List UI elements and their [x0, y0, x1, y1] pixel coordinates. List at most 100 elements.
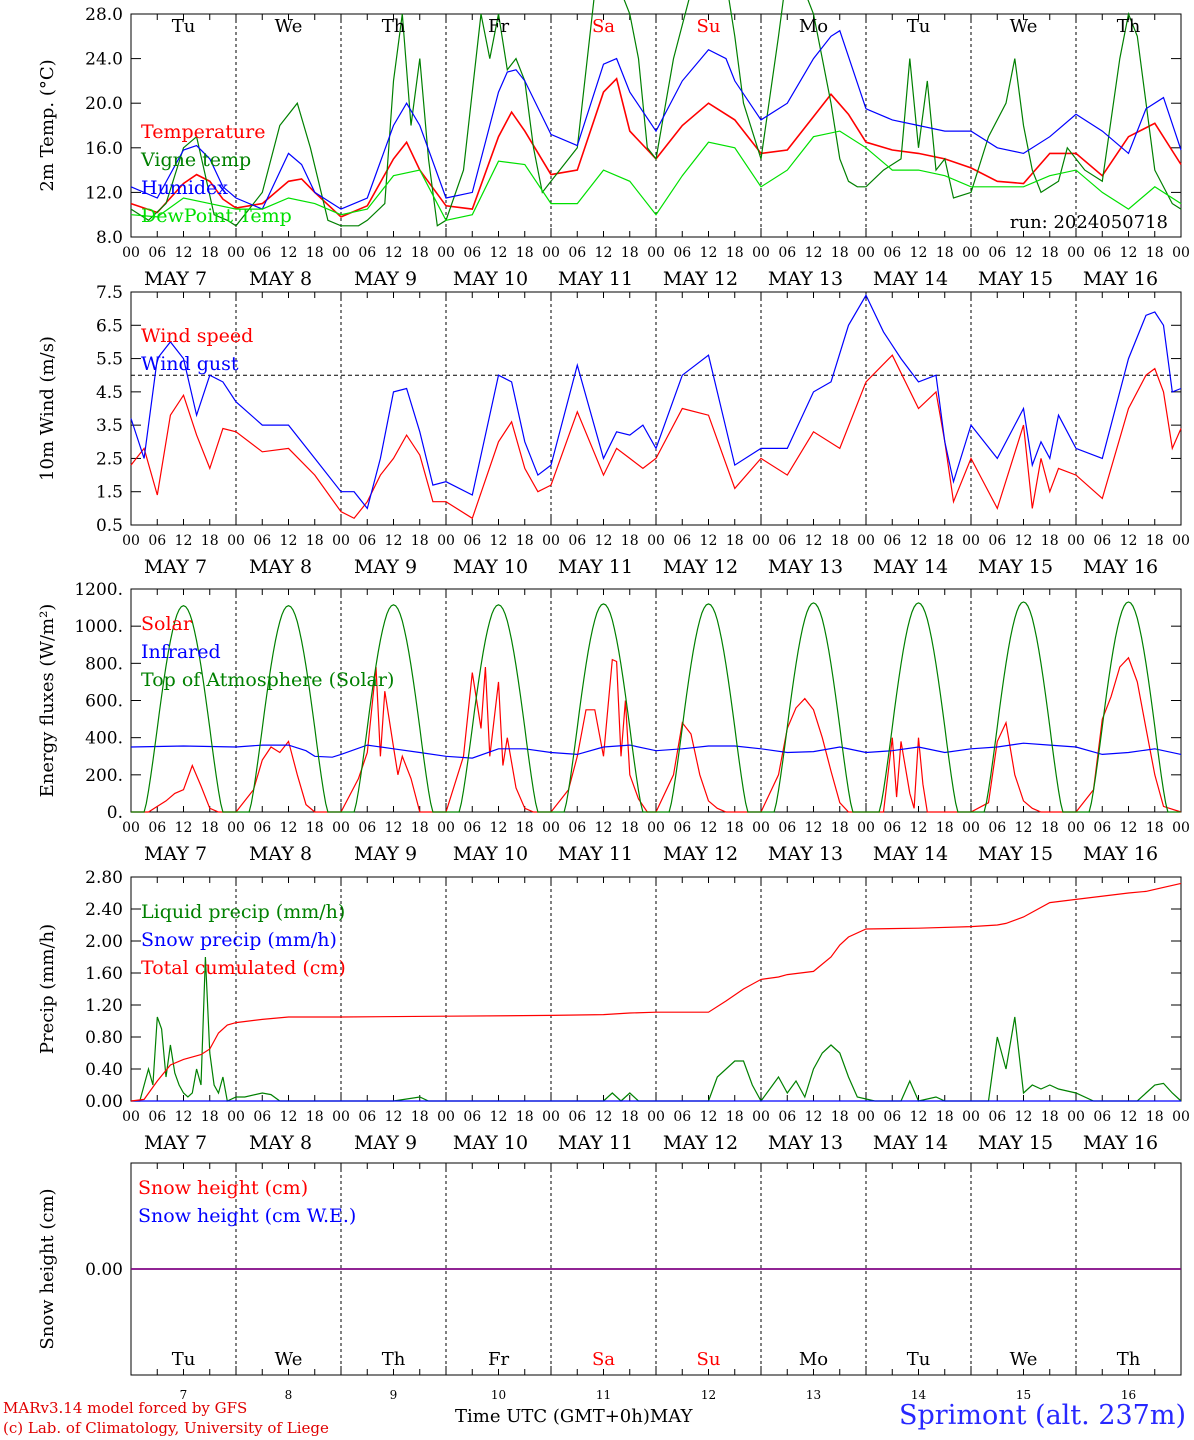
- x-tick-label: 18: [201, 820, 219, 836]
- x-tick-label: 00: [857, 1109, 875, 1125]
- day-of-week-label: Mo: [799, 16, 828, 37]
- date-label: MAY 15: [978, 843, 1053, 865]
- panel-3: 0. 200. 400. 600. 800. 1000. 1200. Energy fluxe…: [37, 580, 1190, 865]
- x-tick-label: 00: [1172, 245, 1190, 261]
- x-axis-title-text: Time UTC (GMT+0h): [455, 1406, 650, 1427]
- x-tick-label: 18: [1146, 820, 1164, 836]
- x-tick-label: 00: [542, 820, 560, 836]
- x-tick-label: 12: [490, 820, 508, 836]
- x-tick-label: 06: [568, 245, 586, 261]
- series-line-infrared: [130, 742, 1182, 759]
- day-of-week-label: Th: [1117, 1349, 1141, 1370]
- x-tick-label: 00: [437, 533, 455, 549]
- x-tick-label: 18: [726, 245, 744, 261]
- day-of-week-label: Th: [1117, 16, 1141, 37]
- date-label: MAY 16: [1083, 1132, 1158, 1154]
- day-of-week-label: We: [275, 1349, 303, 1370]
- date-label: MAY 11: [558, 1132, 633, 1154]
- x-tick-label: 00: [752, 1109, 770, 1125]
- x-tick-label: 06: [568, 820, 586, 836]
- x-tick-label: 06: [673, 245, 691, 261]
- x-tick-label: 18: [516, 533, 534, 549]
- x-tick-label: 18: [1146, 533, 1164, 549]
- x-tick-label: 18: [831, 1109, 849, 1125]
- x-tick-label: 18: [621, 820, 639, 836]
- date-label: MAY 8: [249, 268, 312, 290]
- y-tick-label: 0.80: [85, 1028, 123, 1048]
- date-label: MAY 9: [354, 1132, 417, 1154]
- series-line-temperature: [130, 77, 1182, 218]
- day-of-week-label: Sa: [592, 16, 615, 37]
- x-tick-label: 12: [490, 533, 508, 549]
- x-tick-label: 00: [857, 245, 875, 261]
- series-line-vigne-temp: [130, 0, 1182, 227]
- day-of-week-label: We: [1010, 16, 1038, 37]
- y-tick-label: 0.40: [85, 1060, 123, 1080]
- day-number-label: 16: [1121, 1388, 1136, 1402]
- x-tick-label: 00: [437, 245, 455, 261]
- x-tick-label: 18: [621, 245, 639, 261]
- x-tick-label: 12: [175, 820, 193, 836]
- y-axis-label: Energy fluxes (W/m²): [37, 604, 58, 798]
- x-tick-label: 12: [280, 245, 298, 261]
- series-line-solar: [131, 656, 1182, 813]
- x-tick-label: 00: [227, 533, 245, 549]
- x-tick-label: 12: [910, 245, 928, 261]
- x-tick-label: 12: [175, 245, 193, 261]
- legend-entry: Wind speed: [141, 325, 253, 347]
- x-tick-label: 06: [1093, 820, 1111, 836]
- day-of-week-label: We: [275, 16, 303, 37]
- panel-4: 0.00 0.40 0.80 1.20 1.60 2.00 2.40 2.80 Precip (…: [37, 868, 1190, 1154]
- date-label: MAY 13: [768, 1132, 843, 1154]
- x-tick-label: 12: [1120, 533, 1138, 549]
- y-tick-label: 2.40: [85, 900, 123, 920]
- date-label: MAY 9: [354, 556, 417, 578]
- date-label: MAY 7: [144, 556, 207, 578]
- x-tick-label: 18: [936, 245, 954, 261]
- date-label: MAY 16: [1083, 556, 1158, 578]
- x-tick-label: 12: [1120, 820, 1138, 836]
- date-label: MAY 8: [249, 843, 312, 865]
- x-tick-label: 12: [175, 1109, 193, 1125]
- x-tick-label: 00: [962, 245, 980, 261]
- legend-entry: Total cumulated (cm): [141, 957, 346, 979]
- date-label: MAY 11: [558, 268, 633, 290]
- y-tick-label: 0.00: [85, 1092, 123, 1112]
- x-tick-label: 18: [306, 820, 324, 836]
- legend-entry: Snow precip (mm/h): [141, 929, 337, 951]
- x-tick-label: 18: [516, 1109, 534, 1125]
- x-tick-label: 00: [437, 820, 455, 836]
- x-tick-label: 00: [332, 245, 350, 261]
- x-tick-label: 18: [306, 1109, 324, 1125]
- x-tick-label: 06: [988, 533, 1006, 549]
- series-line-total-cumulated-cm-: [130, 882, 1182, 1102]
- x-tick-label: 06: [883, 245, 901, 261]
- y-tick-label: 0.5: [96, 516, 123, 536]
- x-tick-label: 18: [726, 1109, 744, 1125]
- y-tick-label: 7.5: [96, 283, 123, 303]
- y-tick-label: 20.0: [85, 94, 123, 114]
- x-tick-label: 18: [621, 533, 639, 549]
- x-tick-label: 06: [883, 820, 901, 836]
- x-tick-label: 12: [490, 1109, 508, 1125]
- date-label: MAY 12: [663, 556, 738, 578]
- date-label: MAY 11: [558, 843, 633, 865]
- y-tick-label: 1.5: [96, 483, 123, 503]
- x-tick-label: 06: [358, 1109, 376, 1125]
- date-label: MAY 14: [873, 843, 948, 865]
- x-tick-label: 00: [227, 245, 245, 261]
- x-tick-label: 00: [647, 820, 665, 836]
- x-tick-label: 12: [700, 245, 718, 261]
- y-axis-label: 2m Temp. (°C): [37, 59, 58, 191]
- x-tick-label: 06: [463, 820, 481, 836]
- x-tick-label: 12: [805, 533, 823, 549]
- legend-entry: Snow height (cm W.E.): [138, 1205, 356, 1227]
- x-tick-label: 18: [411, 820, 429, 836]
- x-tick-label: 00: [857, 820, 875, 836]
- panel-2: 0.5 1.5 2.5 3.5 4.5 5.5 6.5 7.5 10m Wind (m/s) Wi…: [37, 283, 1190, 578]
- day-of-week-label: Tu: [172, 1349, 196, 1370]
- date-label: MAY 8: [249, 1132, 312, 1154]
- x-tick-label: 12: [805, 820, 823, 836]
- x-tick-label: 12: [595, 1109, 613, 1125]
- x-tick-label: 06: [568, 533, 586, 549]
